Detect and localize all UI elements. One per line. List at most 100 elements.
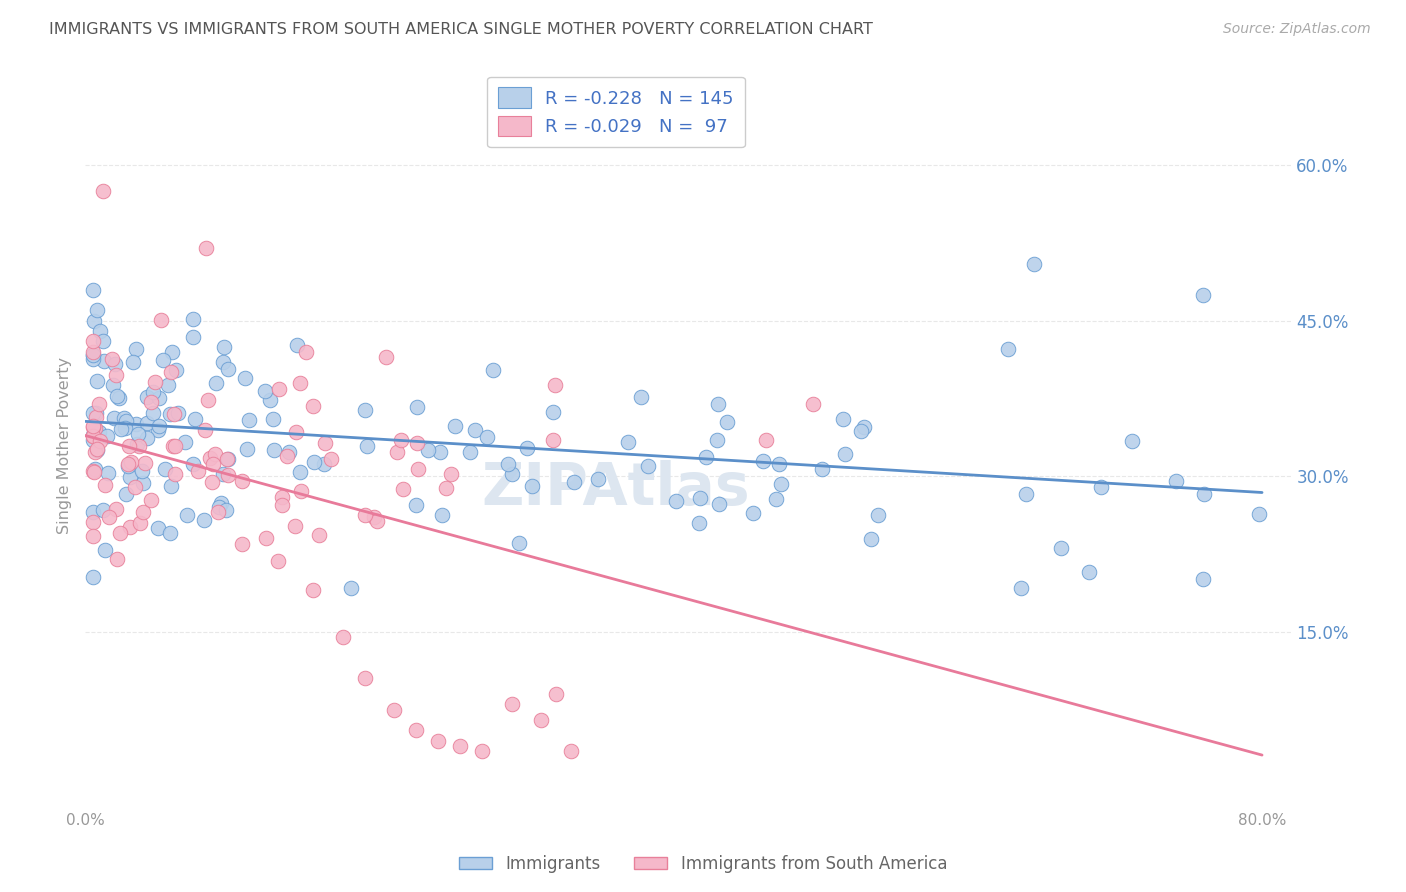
Point [308, 528, 330, 542]
Point [160, 365, 183, 379]
Point [353, 508, 375, 523]
Point [208, 500, 231, 514]
Point [104, 357, 127, 371]
Point [356, 439, 378, 453]
Text: Source: ZipAtlas.com: Source: ZipAtlas.com [1223, 22, 1371, 37]
Point [82, 406, 104, 420]
Point [520, 479, 543, 493]
Point [86, 374, 108, 388]
Point [193, 513, 215, 527]
Point [1049, 541, 1071, 555]
Point [105, 389, 128, 403]
Point [146, 521, 169, 535]
Point [134, 456, 156, 470]
Point [117, 459, 139, 474]
Point [165, 439, 187, 453]
Point [197, 392, 219, 407]
Point [160, 479, 183, 493]
Point [319, 451, 342, 466]
Point [93, 354, 115, 368]
Point [831, 411, 853, 425]
Legend: Immigrants, Immigrants from South America: Immigrants, Immigrants from South Americ… [453, 848, 953, 880]
Point [82, 428, 104, 442]
Point [405, 723, 427, 738]
Point [173, 435, 195, 450]
Point [706, 434, 728, 448]
Point [139, 395, 162, 409]
Point [752, 454, 775, 468]
Point [288, 465, 311, 479]
Point [1247, 508, 1270, 522]
Point [294, 345, 316, 359]
Point [834, 447, 856, 461]
Point [103, 411, 125, 425]
Point [167, 406, 190, 420]
Point [236, 442, 259, 456]
Point [716, 415, 738, 429]
Point [87, 396, 110, 410]
Point [418, 442, 440, 457]
Point [201, 475, 224, 489]
Point [852, 419, 875, 434]
Point [83, 465, 105, 479]
Point [868, 508, 890, 522]
Point [689, 491, 711, 506]
Point [363, 509, 385, 524]
Point [115, 414, 138, 428]
Point [127, 427, 149, 442]
Text: IMMIGRANTS VS IMMIGRANTS FROM SOUTH AMERICA SINGLE MOTHER POVERTY CORRELATION CH: IMMIGRANTS VS IMMIGRANTS FROM SOUTH AMER… [49, 22, 873, 37]
Point [449, 739, 471, 753]
Point [314, 458, 336, 472]
Point [115, 487, 138, 501]
Point [82, 348, 104, 362]
Point [385, 445, 408, 459]
Point [665, 493, 688, 508]
Point [1090, 480, 1112, 494]
Point [187, 464, 209, 478]
Point [254, 531, 277, 545]
Point [93, 543, 115, 558]
Point [82, 434, 104, 448]
Point [82, 334, 104, 348]
Point [101, 351, 124, 366]
Point [82, 464, 104, 478]
Point [405, 498, 427, 512]
Point [150, 312, 173, 326]
Point [108, 391, 131, 405]
Point [200, 450, 222, 465]
Point [302, 455, 325, 469]
Point [125, 342, 148, 356]
Point [136, 431, 159, 445]
Point [215, 451, 238, 466]
Point [755, 434, 778, 448]
Point [117, 457, 139, 471]
Point [156, 377, 179, 392]
Point [86, 442, 108, 456]
Point [120, 455, 142, 469]
Point [204, 447, 226, 461]
Point [104, 502, 127, 516]
Point [132, 505, 155, 519]
Point [354, 402, 377, 417]
Point [389, 434, 412, 448]
Point [253, 384, 276, 398]
Point [194, 423, 217, 437]
Point [1022, 257, 1045, 271]
Point [108, 526, 131, 541]
Point [770, 477, 793, 491]
Point [288, 376, 311, 391]
Point [211, 354, 233, 368]
Point [741, 506, 763, 520]
Point [82, 505, 104, 519]
Point [801, 397, 824, 411]
Point [516, 441, 538, 455]
Point [212, 467, 235, 482]
Point [560, 744, 582, 758]
Point [122, 355, 145, 369]
Point [302, 583, 325, 598]
Point [285, 338, 308, 352]
Point [215, 503, 238, 517]
Point [314, 436, 336, 450]
Point [1015, 486, 1038, 500]
Point [406, 435, 429, 450]
